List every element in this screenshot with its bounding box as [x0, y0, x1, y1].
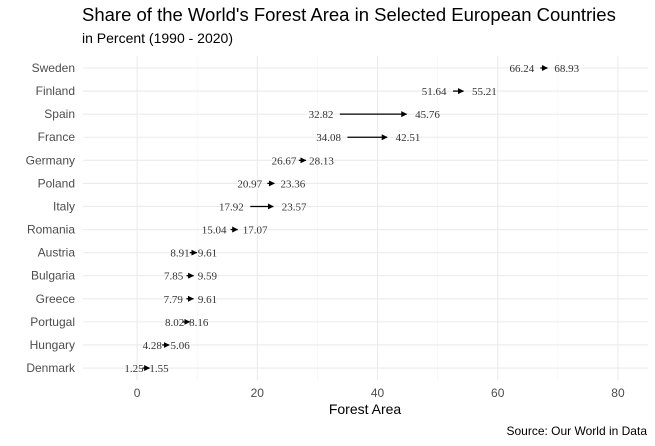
- y-tick-label: Germany: [26, 153, 75, 167]
- end-value-label: 23.36: [281, 178, 306, 190]
- data-marks: 66.24 68.93 51.64 55.21 32.82 45.76 34.08 42.51…: [124, 63, 579, 375]
- x-axis: 0 20 40 60 80: [134, 386, 625, 400]
- y-tick-label: Poland: [38, 176, 75, 190]
- end-value-label: 68.93: [554, 63, 579, 75]
- end-value-label: 55.21: [472, 86, 497, 98]
- y-tick-label: France: [38, 130, 76, 144]
- y-tick-label: Sweden: [32, 61, 75, 75]
- start-value-label: 51.64: [422, 86, 447, 98]
- start-value-label: 8.91: [170, 248, 189, 260]
- end-value-label: 42.51: [396, 132, 421, 144]
- y-axis: Sweden Finland Spain France Germany Poland Ita…: [26, 61, 76, 375]
- end-value-label: 17.07: [243, 225, 268, 237]
- start-value-label: 32.82: [309, 109, 334, 121]
- y-tick-label: Austria: [38, 246, 76, 260]
- end-value-label: 1.55: [149, 363, 169, 375]
- end-value-label: 9.59: [198, 271, 218, 283]
- y-tick-label: Bulgaria: [31, 269, 75, 283]
- end-value-label: 45.76: [415, 109, 440, 121]
- y-tick-label: Finland: [36, 84, 75, 98]
- x-tick-label: 60: [491, 386, 505, 400]
- chart-title: Share of the World's Forest Area in Sele…: [82, 4, 616, 25]
- y-tick-label: Spain: [44, 107, 75, 121]
- end-value-label: 9.61: [198, 294, 217, 306]
- start-value-label: 20.97: [237, 178, 262, 190]
- start-value-label: 8.02: [165, 317, 184, 329]
- x-tick-label: 0: [134, 386, 141, 400]
- start-value-label: 15.04: [202, 225, 227, 237]
- gridlines: [83, 56, 648, 380]
- start-value-label: 26.67: [272, 155, 297, 167]
- end-value-label: 9.61: [198, 248, 217, 260]
- start-value-label: 1.25: [124, 363, 144, 375]
- x-axis-title: Forest Area: [329, 401, 402, 417]
- end-value-label: 8.16: [189, 317, 209, 329]
- x-tick-label: 20: [251, 386, 265, 400]
- start-value-label: 4.28: [143, 340, 163, 352]
- start-value-label: 17.92: [219, 201, 244, 213]
- x-tick-label: 80: [611, 386, 625, 400]
- chart-subtitle: in Percent (1990 - 2020): [82, 30, 233, 46]
- end-value-label: 5.06: [171, 340, 191, 352]
- start-value-label: 34.08: [316, 132, 341, 144]
- y-tick-label: Italy: [53, 199, 75, 213]
- x-tick-label: 40: [371, 386, 385, 400]
- y-tick-label: Greece: [36, 292, 76, 306]
- y-tick-label: Hungary: [30, 338, 75, 352]
- start-value-label: 7.79: [164, 294, 184, 306]
- y-tick-label: Portugal: [30, 315, 75, 329]
- chart-source: Source: Our World in Data: [506, 424, 647, 438]
- y-tick-label: Romania: [27, 223, 75, 237]
- start-value-label: 66.24: [509, 63, 534, 75]
- start-value-label: 7.85: [164, 271, 184, 283]
- end-value-label: 23.57: [282, 201, 307, 213]
- end-value-label: 28.13: [309, 155, 334, 167]
- y-tick-label: Denmark: [26, 361, 76, 375]
